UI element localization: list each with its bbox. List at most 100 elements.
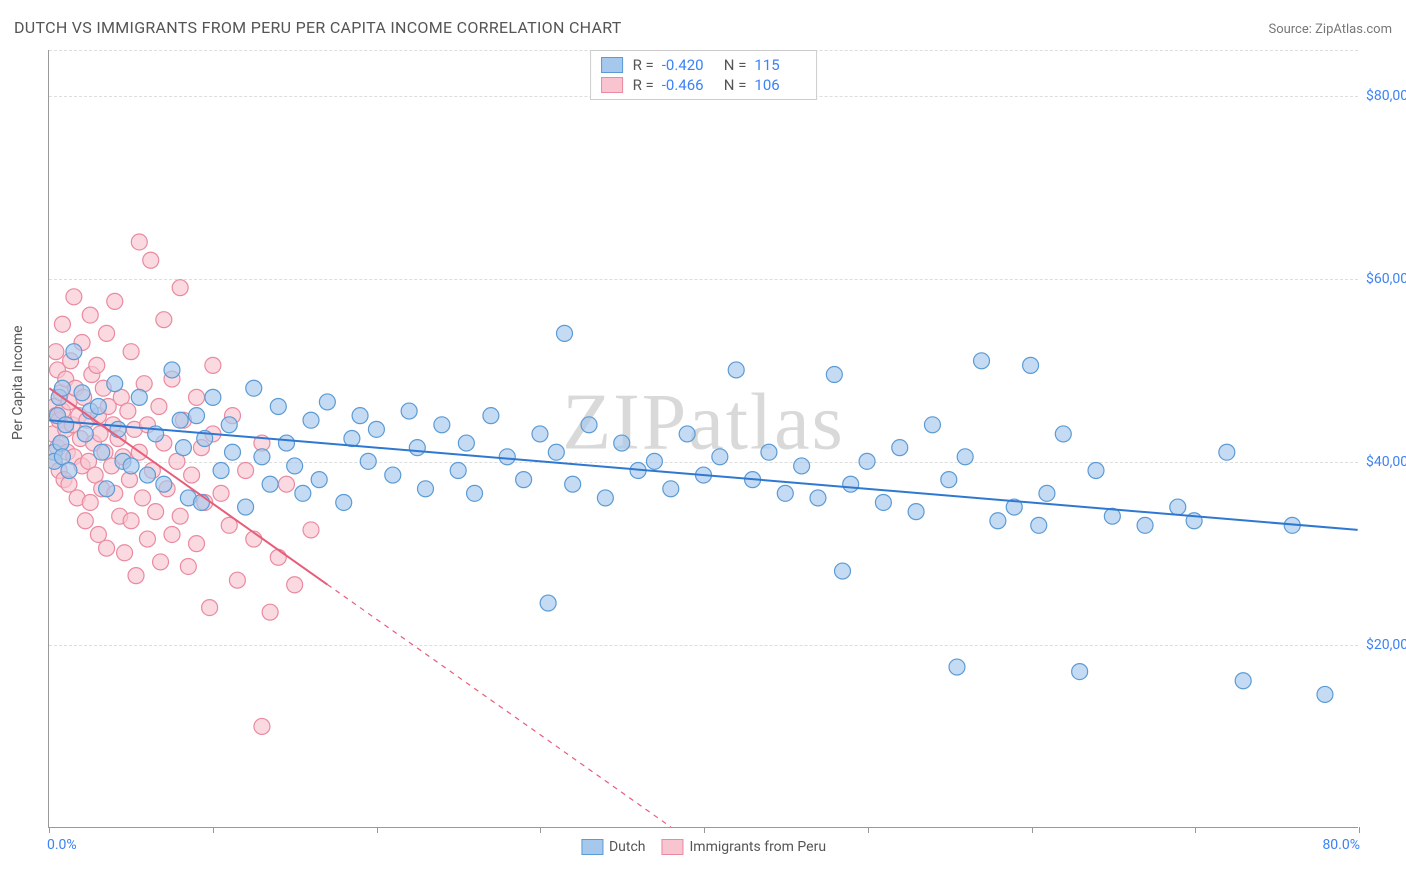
swatch-icon: [581, 839, 603, 855]
data-point: [143, 252, 159, 268]
data-point: [1088, 463, 1104, 479]
data-point: [77, 513, 93, 529]
data-point: [1023, 357, 1039, 373]
data-point: [679, 426, 695, 442]
x-tick-mark: [1032, 827, 1033, 833]
y-tick-label: $60,000: [1362, 271, 1406, 287]
data-point: [61, 463, 77, 479]
r-label: R =: [633, 76, 654, 94]
data-point: [151, 399, 167, 415]
y-tick-label: $40,000: [1362, 454, 1406, 470]
data-point: [1055, 426, 1071, 442]
data-point: [1137, 517, 1153, 533]
data-point: [892, 440, 908, 456]
data-point: [238, 463, 254, 479]
data-point: [270, 549, 286, 565]
data-point: [123, 513, 139, 529]
data-point: [54, 316, 70, 332]
data-point: [417, 481, 433, 497]
data-point: [123, 344, 139, 360]
data-point: [336, 494, 352, 510]
r-value: -0.420: [662, 56, 714, 74]
data-point: [835, 563, 851, 579]
data-point: [99, 481, 115, 497]
n-label: N =: [724, 76, 747, 94]
data-point: [287, 458, 303, 474]
data-point: [401, 403, 417, 419]
x-tick-mark: [704, 827, 705, 833]
data-point: [303, 522, 319, 538]
data-point: [139, 531, 155, 547]
data-point: [89, 357, 105, 373]
data-point: [66, 289, 82, 305]
data-point: [156, 312, 172, 328]
data-point: [278, 476, 294, 492]
data-point: [311, 472, 327, 488]
data-point: [540, 595, 556, 611]
data-point: [254, 718, 270, 734]
data-point: [172, 508, 188, 524]
data-point: [287, 577, 303, 593]
data-point: [532, 426, 548, 442]
x-max-label: 80.0%: [1322, 837, 1360, 853]
data-point: [221, 417, 237, 433]
data-point: [957, 449, 973, 465]
data-point: [225, 444, 241, 460]
data-point: [794, 458, 810, 474]
trend-line-dashed: [327, 585, 670, 827]
data-point: [712, 449, 728, 465]
swatch-icon: [661, 839, 683, 855]
data-point: [646, 453, 662, 469]
data-point: [1235, 673, 1251, 689]
data-point: [548, 444, 564, 460]
data-point: [1317, 686, 1333, 702]
data-point: [148, 504, 164, 520]
data-point: [1170, 499, 1186, 515]
data-point: [974, 353, 990, 369]
legend-row: R = -0.466 N = 106: [601, 75, 807, 95]
data-point: [352, 408, 368, 424]
data-point: [94, 444, 110, 460]
data-point: [368, 421, 384, 437]
data-point: [238, 499, 254, 515]
data-point: [156, 476, 172, 492]
data-point: [483, 408, 499, 424]
data-point: [614, 435, 630, 451]
data-point: [74, 385, 90, 401]
data-point: [581, 417, 597, 433]
data-point: [761, 444, 777, 460]
data-point: [908, 504, 924, 520]
data-point: [205, 357, 221, 373]
legend-label: Dutch: [609, 839, 646, 855]
chart-plot-area: ZIPatlas R = -0.420 N = 115 R = -0.466 N…: [48, 50, 1358, 828]
data-point: [409, 440, 425, 456]
data-point: [450, 463, 466, 479]
data-point: [90, 399, 106, 415]
data-point: [875, 494, 891, 510]
data-point: [1039, 485, 1055, 501]
data-point: [1031, 517, 1047, 533]
legend-item: Dutch: [581, 839, 646, 855]
x-tick-mark: [1195, 827, 1196, 833]
data-point: [949, 659, 965, 675]
data-point: [499, 449, 515, 465]
data-point: [565, 476, 581, 492]
data-point: [843, 476, 859, 492]
data-point: [107, 293, 123, 309]
data-point: [117, 545, 133, 561]
data-point: [360, 453, 376, 469]
y-tick-label: $20,000: [1362, 637, 1406, 653]
data-point: [172, 412, 188, 428]
data-point: [153, 554, 169, 570]
data-point: [107, 376, 123, 392]
swatch-icon: [601, 77, 623, 93]
data-point: [184, 467, 200, 483]
data-point: [180, 558, 196, 574]
data-point: [810, 490, 826, 506]
data-point: [202, 600, 218, 616]
data-point: [205, 389, 221, 405]
n-label: N =: [724, 56, 747, 74]
x-tick-mark: [868, 827, 869, 833]
legend-item: Immigrants from Peru: [661, 839, 826, 855]
x-tick-mark: [49, 827, 50, 833]
